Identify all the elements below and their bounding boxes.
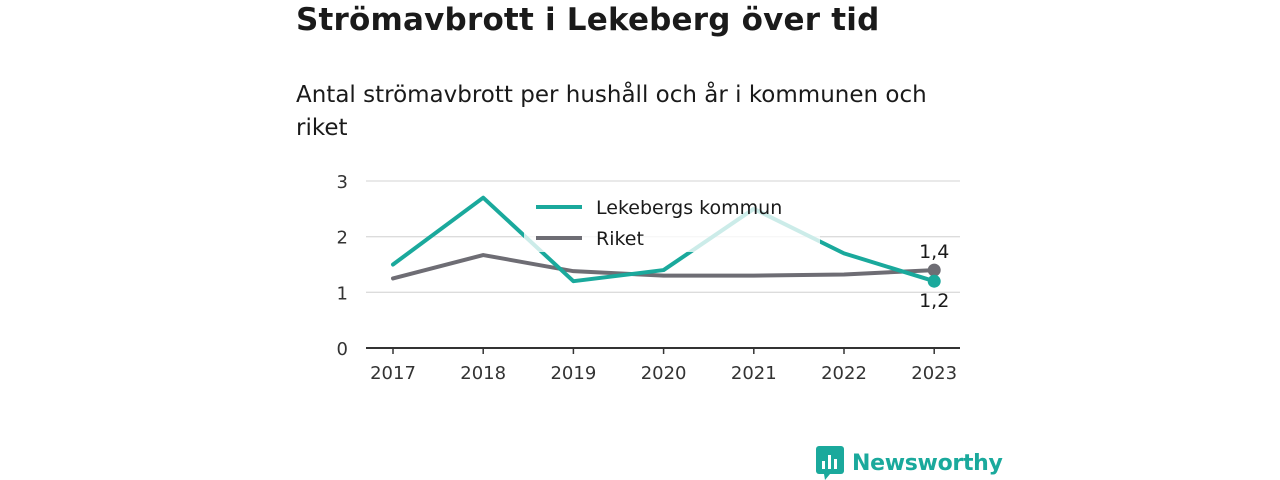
line-chart: 0 1 2 3 2017 2018 2019 2020 2021 2022 2023 Lekebe… — [337, 172, 960, 384]
x-axis: 2017 2018 2019 2020 2021 2022 2023 — [366, 347, 960, 384]
series-line-lekeberg — [391, 195, 937, 284]
chart-container: Strömavbrott i Lekeberg över tid Antal s… — [296, 0, 1003, 480]
newsworthy-logo-icon — [816, 446, 844, 480]
series-end-point — [927, 263, 941, 277]
x-tick-label: 2022 — [821, 363, 867, 384]
chart-title: Strömavbrott i Lekeberg över tid — [296, 2, 880, 38]
x-tick-label: 2023 — [911, 363, 957, 384]
x-tick-label: 2018 — [460, 363, 506, 384]
x-tick-label: 2019 — [550, 363, 596, 384]
y-tick-label: 2 — [337, 228, 348, 249]
series-line-riket — [391, 253, 937, 281]
brand-logo: Newsworthy — [816, 446, 1003, 480]
x-tick-label: 2017 — [370, 363, 416, 384]
end-label-lekeberg: 1,2 — [919, 290, 949, 312]
legend: Lekebergs kommun Riket — [524, 190, 820, 252]
x-tick-label: 2020 — [641, 363, 687, 384]
y-tick-label: 0 — [337, 339, 348, 360]
legend-background — [524, 190, 820, 252]
series-end-point — [927, 274, 941, 288]
chart-subtitle: Antal strömavbrott per hushåll och år i … — [296, 82, 927, 141]
legend-label: Riket — [596, 228, 644, 250]
end-labels: 1,4 1,2 — [919, 241, 949, 312]
y-axis-ticks: 0 1 2 3 — [337, 172, 348, 360]
x-tick-label: 2021 — [731, 363, 777, 384]
end-label-riket: 1,4 — [919, 241, 949, 263]
y-tick-label: 1 — [337, 283, 348, 304]
y-tick-label: 3 — [337, 172, 348, 193]
brand-name: Newsworthy — [852, 450, 1003, 476]
legend-label: Lekebergs kommun — [596, 197, 782, 219]
series-lines — [391, 195, 941, 288]
